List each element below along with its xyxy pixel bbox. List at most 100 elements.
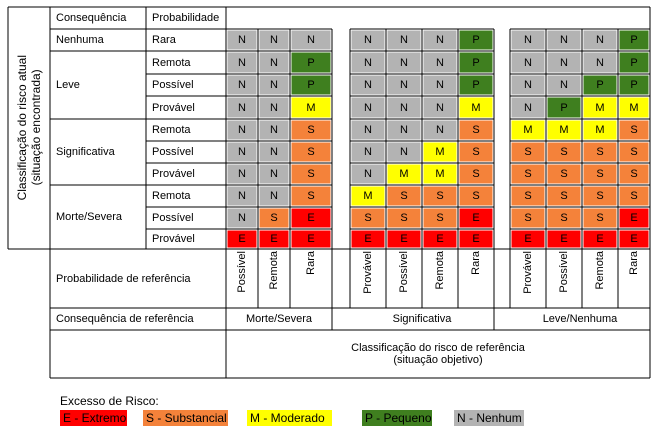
ref-class-header: Classificação do risco de referência (sit… xyxy=(351,342,525,366)
consequence-label: Significativa xyxy=(56,146,115,158)
risk-cell: N xyxy=(238,212,246,224)
risk-cell: M xyxy=(523,124,533,136)
risk-cell-fill xyxy=(423,97,457,118)
risk-cell: S xyxy=(596,212,604,224)
risk-cell-fill xyxy=(459,52,493,73)
risk-cell-fill xyxy=(227,186,257,206)
risk-cell-fill xyxy=(423,75,457,95)
risk-cell-fill xyxy=(547,97,581,118)
risk-cell: N xyxy=(436,101,444,114)
risk-cell: S xyxy=(307,124,315,136)
risk-cell: S xyxy=(560,190,568,202)
risk-cell: E xyxy=(436,233,444,245)
risk-cell: M xyxy=(559,124,569,136)
risk-cell: S xyxy=(524,146,532,158)
risk-cell-fill xyxy=(387,120,421,140)
risk-cell: N xyxy=(560,56,568,69)
risk-cell-fill xyxy=(351,230,385,248)
risk-cell-fill xyxy=(351,164,385,184)
risk-cell: N xyxy=(238,124,246,136)
probability-label: Remota xyxy=(152,124,191,136)
risk-cell-fill xyxy=(387,97,421,118)
risk-cell-fill xyxy=(423,120,457,140)
consequence-label: Morte/Severa xyxy=(56,211,123,223)
risk-cell-fill xyxy=(291,52,331,73)
risk-cell-fill xyxy=(259,97,289,118)
risk-cell: N xyxy=(596,56,604,69)
risk-cell: S xyxy=(307,146,315,158)
risk-cell-fill xyxy=(511,230,545,248)
risk-cell: S xyxy=(472,190,480,202)
risk-cell-fill xyxy=(423,230,457,248)
risk-cell: N xyxy=(270,34,278,46)
risk-cell: N xyxy=(238,190,246,202)
legend-item-extremo: E - Extremo xyxy=(60,410,127,426)
risk-cell-fill xyxy=(387,75,421,95)
risk-cell-fill xyxy=(511,164,545,184)
risk-cell: E xyxy=(400,233,408,245)
risk-cell: N xyxy=(400,101,408,114)
risk-cell: M xyxy=(435,146,445,158)
risk-cell-fill xyxy=(619,142,649,162)
risk-cell: S xyxy=(524,190,532,202)
risk-cell: N xyxy=(364,124,372,136)
risk-cell-fill xyxy=(459,208,493,228)
risk-cell: P xyxy=(307,56,315,69)
risk-cell-fill xyxy=(511,52,545,73)
risk-cell: P xyxy=(472,34,480,46)
risk-cell-fill xyxy=(291,120,331,140)
consequence-label: Leve xyxy=(56,79,80,91)
risk-cell-fill xyxy=(547,75,581,95)
risk-cell-fill xyxy=(423,186,457,206)
risk-cell: N xyxy=(238,56,246,69)
ref-probability-label: Provável xyxy=(522,251,534,294)
risk-cell-fill xyxy=(459,75,493,95)
risk-cell-fill xyxy=(619,186,649,206)
risk-cell-fill xyxy=(619,120,649,140)
risk-cell-fill xyxy=(619,164,649,184)
risk-cell-fill xyxy=(351,208,385,228)
risk-cell: P xyxy=(472,79,480,91)
risk-cell: E xyxy=(238,233,246,245)
probability-label: Provável xyxy=(152,233,195,245)
risk-cell-fill xyxy=(583,120,617,140)
ref-probability-label: Rara xyxy=(305,251,317,275)
risk-cell: N xyxy=(364,101,372,114)
risk-cell-fill xyxy=(259,30,289,50)
risk-cell-fill xyxy=(387,30,421,50)
risk-cell: S xyxy=(400,212,408,224)
risk-cell: S xyxy=(472,146,480,158)
risk-cell: N xyxy=(400,79,408,91)
legend-item-nenhum: N - Nenhum xyxy=(454,410,524,426)
risk-cell: S xyxy=(630,168,638,180)
legend-title: Excesso de Risco: xyxy=(60,394,159,408)
risk-cell-fill xyxy=(387,208,421,228)
risk-cell-fill xyxy=(547,230,581,248)
probability-label: Possível xyxy=(152,79,194,91)
risk-cell-fill xyxy=(511,208,545,228)
risk-cell: E xyxy=(364,233,372,245)
risk-cell: P xyxy=(472,56,480,69)
risk-cell-fill xyxy=(547,120,581,140)
probability-label: Rara xyxy=(152,34,176,46)
risk-cell: N xyxy=(364,79,372,91)
probability-label: Provável xyxy=(152,101,195,114)
risk-cell-fill xyxy=(259,75,289,95)
risk-cell-fill xyxy=(259,52,289,73)
risk-cell-fill xyxy=(459,164,493,184)
risk-cell-fill xyxy=(259,142,289,162)
ref-group-label: Morte/Severa xyxy=(245,313,313,325)
risk-cell: S xyxy=(307,190,315,202)
risk-cell-fill xyxy=(351,30,385,50)
risk-cell-fill xyxy=(291,164,331,184)
risk-cell: S xyxy=(436,190,444,202)
risk-cell: P xyxy=(630,79,638,91)
risk-cell-fill xyxy=(511,186,545,206)
risk-cell: E xyxy=(472,212,480,224)
probability-label: Possível xyxy=(152,146,194,158)
risk-cell-fill xyxy=(387,186,421,206)
current-risk-header: Classificação do risco atual (situação en… xyxy=(15,55,43,201)
risk-cell: S xyxy=(472,124,480,136)
risk-cell: N xyxy=(400,56,408,69)
